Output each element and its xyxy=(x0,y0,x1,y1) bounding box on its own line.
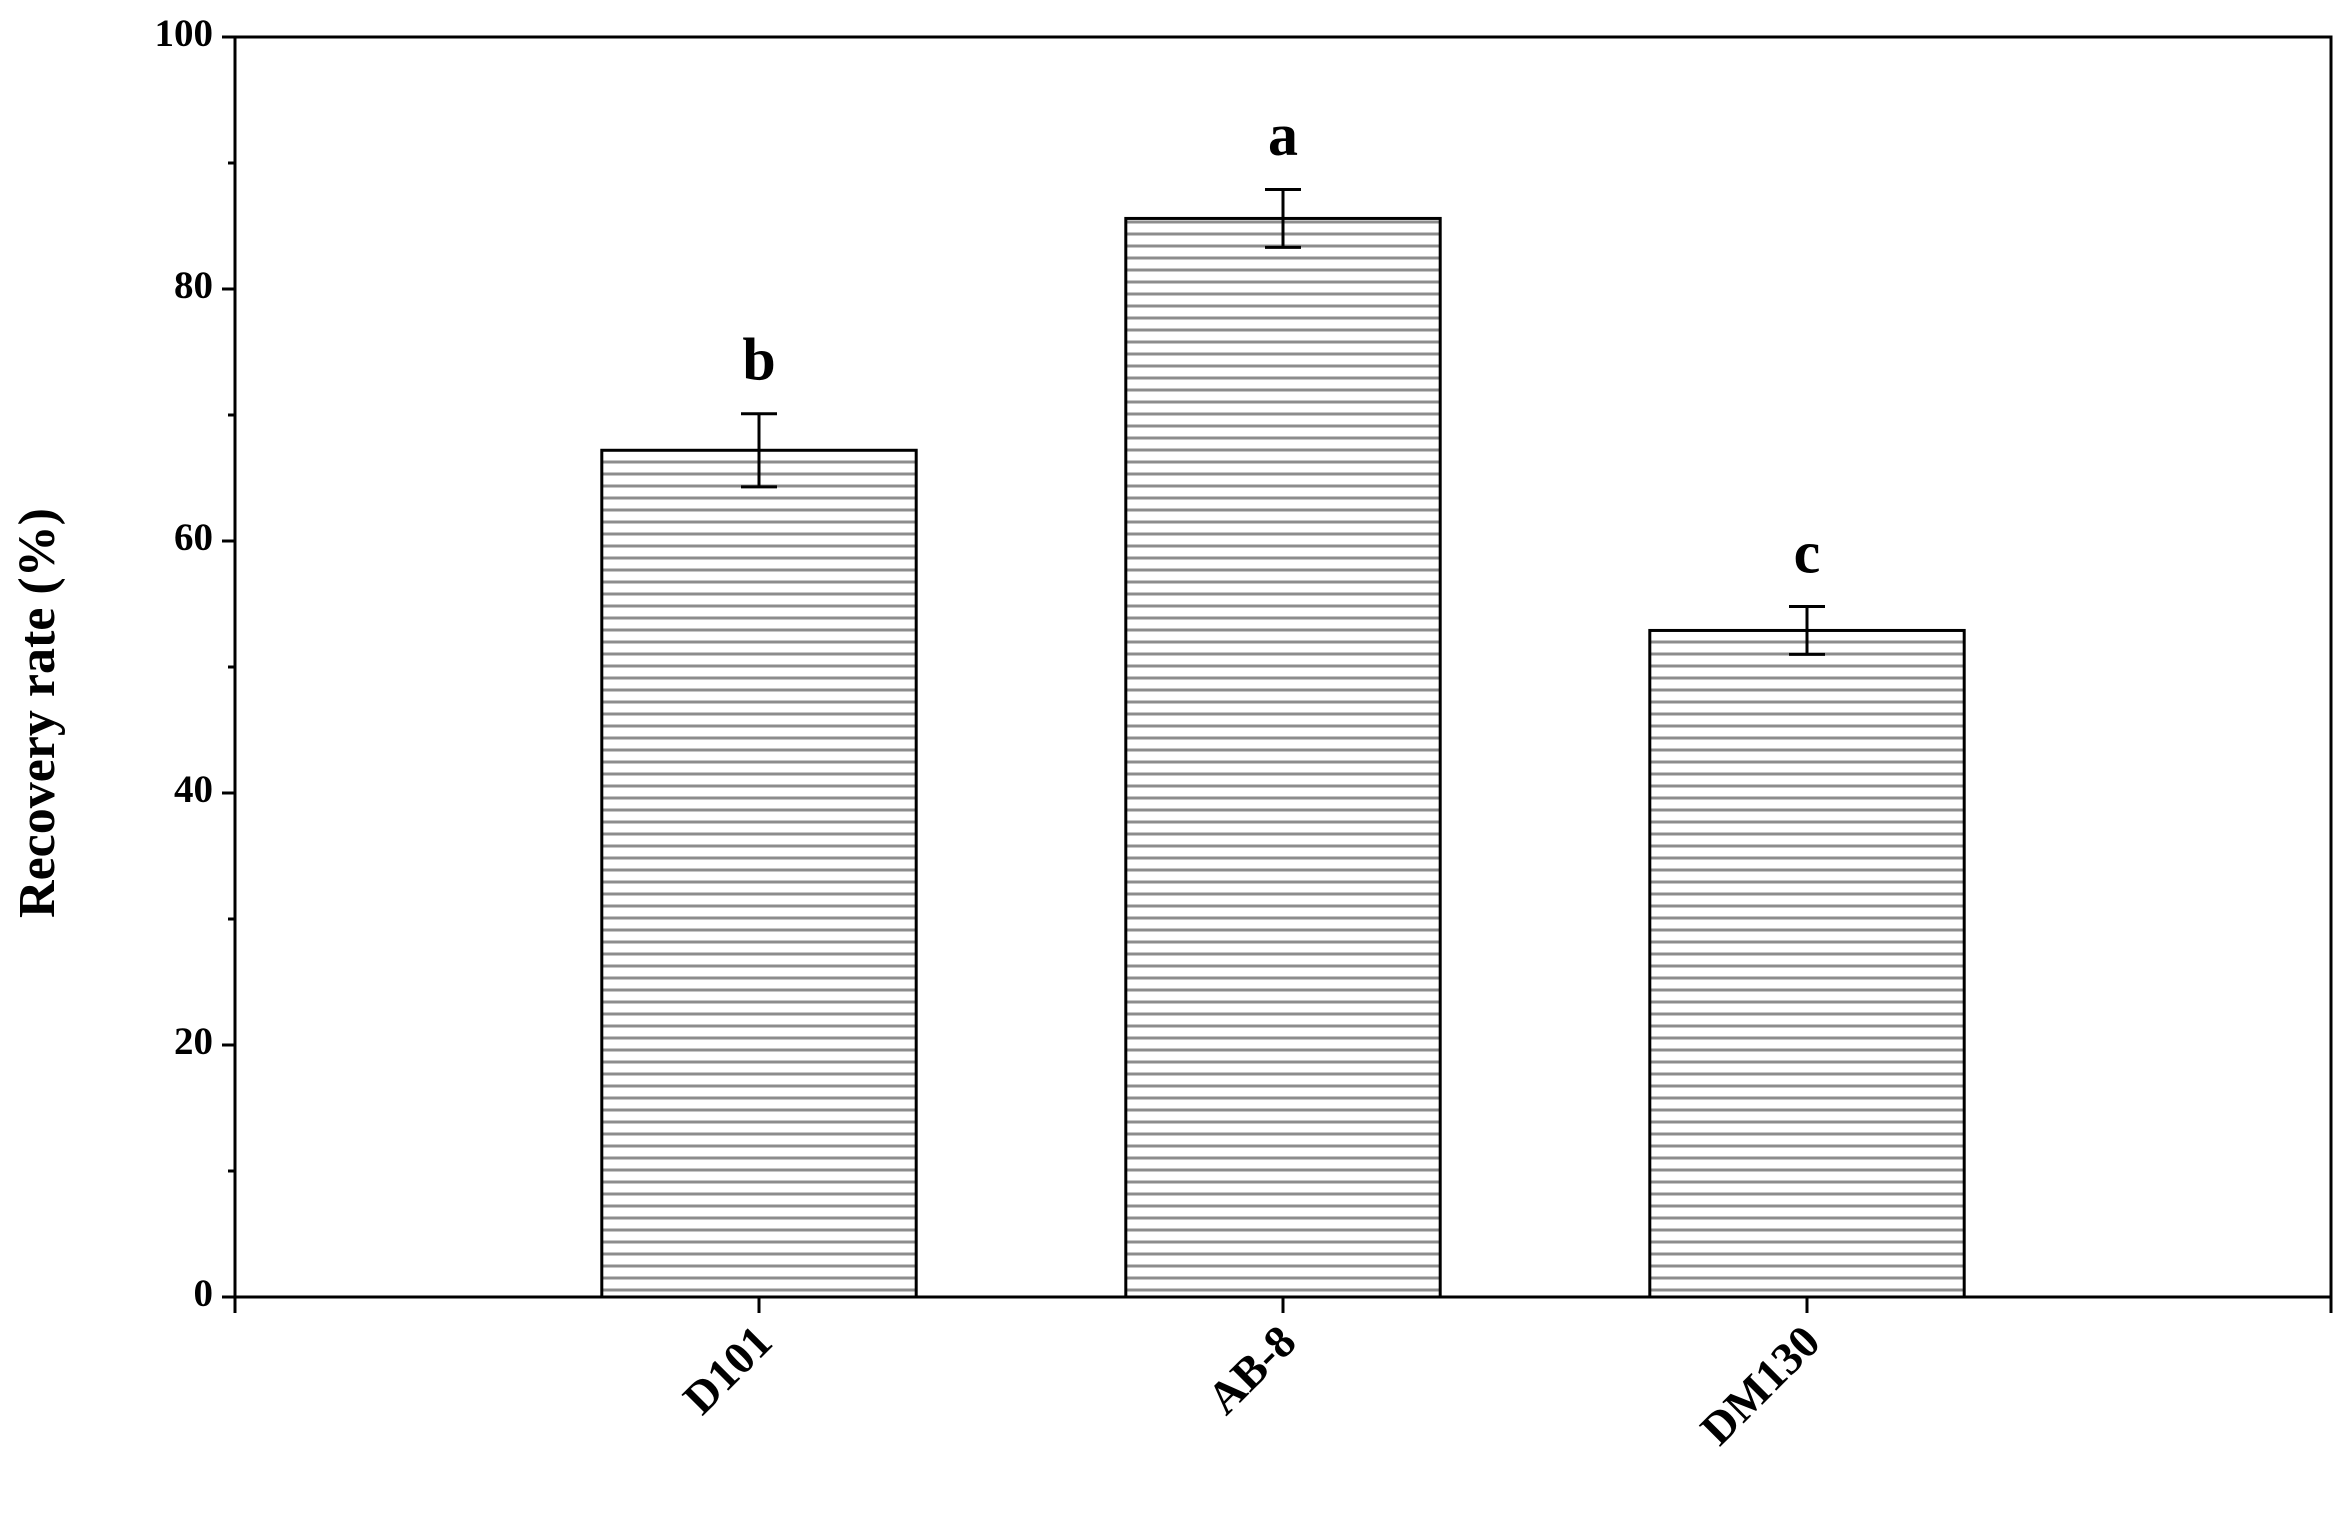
y-tick-label: 20 xyxy=(174,1020,213,1063)
y-tick-label: 0 xyxy=(194,1272,214,1315)
bar xyxy=(600,448,918,1299)
x-tick-label: D101 xyxy=(673,1315,781,1423)
bar xyxy=(1124,216,1442,1299)
y-tick-label: 100 xyxy=(155,12,214,55)
y-tick-label: 60 xyxy=(174,516,213,559)
x-tick-label: DM130 xyxy=(1690,1315,1829,1454)
x-tick-label: AB-8 xyxy=(1197,1315,1305,1423)
group-label: c xyxy=(1794,519,1821,585)
y-axis-title: Recovery rate (%) xyxy=(9,508,66,918)
group-label: a xyxy=(1268,102,1298,168)
group-label: b xyxy=(742,327,775,393)
y-tick-label: 80 xyxy=(174,264,213,307)
bar xyxy=(1648,628,1966,1299)
y-tick-label: 40 xyxy=(174,768,213,811)
plot-frame xyxy=(233,35,2333,1299)
